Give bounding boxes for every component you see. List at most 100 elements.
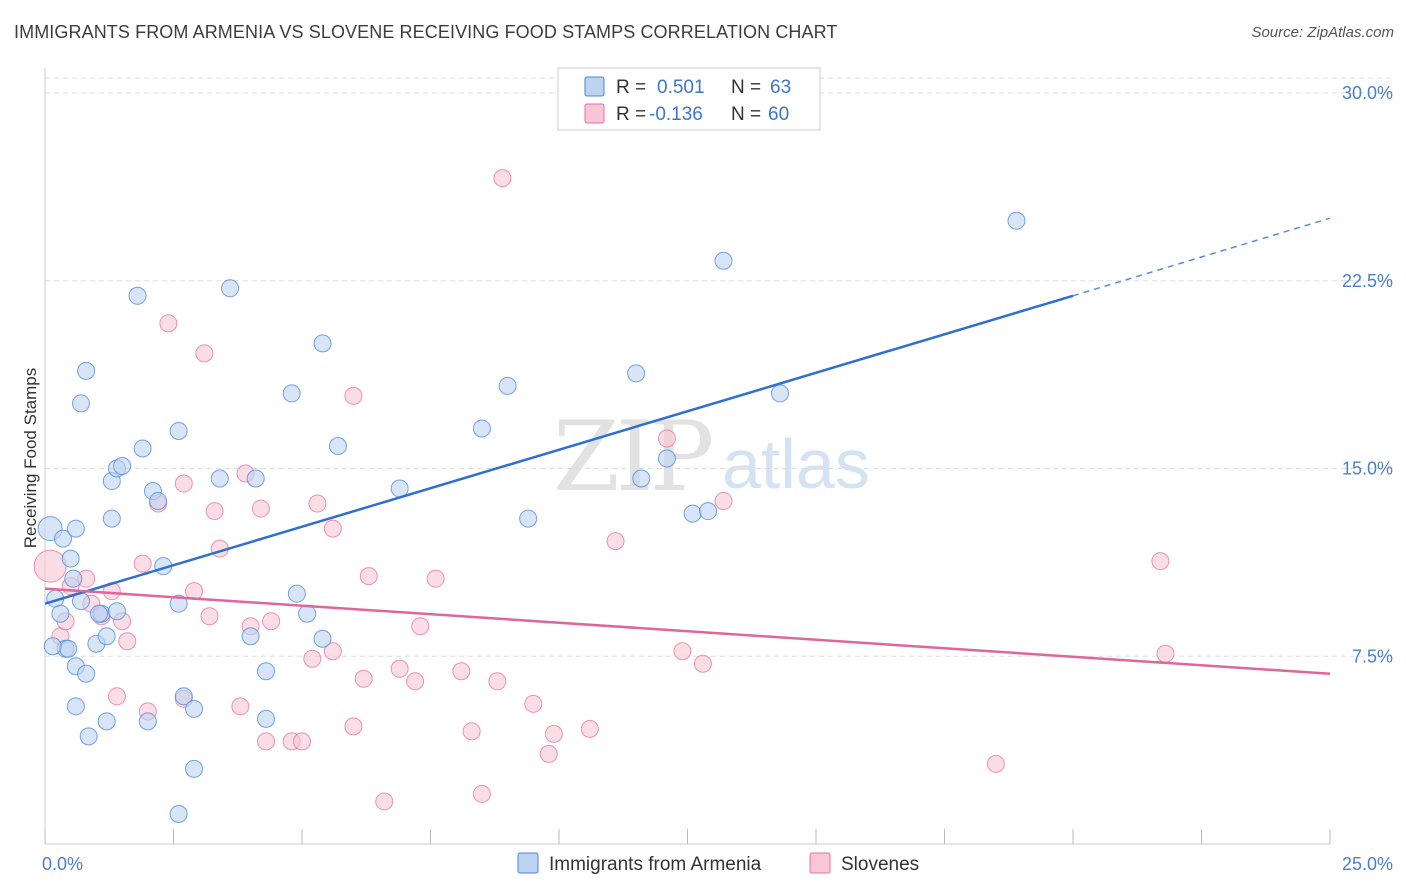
source-note: Source: ZipAtlas.com bbox=[1251, 24, 1394, 41]
slovenes-trendline bbox=[44, 587, 1331, 676]
stats-legend: R = 0.501 N = 63 R = -0.136 N = 60 bbox=[557, 67, 821, 131]
slovenes-point bbox=[1156, 644, 1175, 663]
slovenes-point bbox=[606, 532, 625, 551]
y-tick-label: 22.5% bbox=[1342, 271, 1393, 291]
armenia-point bbox=[627, 364, 646, 383]
armenia-point bbox=[257, 662, 276, 681]
armenia-point bbox=[77, 664, 96, 683]
slovenes-point bbox=[344, 717, 363, 736]
armenia-point bbox=[102, 509, 121, 528]
armenia-point bbox=[128, 286, 147, 305]
series-legend-swatch-armenia[interactable] bbox=[517, 852, 539, 874]
trend-layer bbox=[44, 217, 1331, 676]
legend-r-value-armenia: 0.501 bbox=[657, 77, 705, 98]
slovenes-point bbox=[406, 672, 425, 691]
slovenes-point bbox=[1151, 552, 1170, 571]
slovenes-point bbox=[195, 344, 214, 363]
armenia-point bbox=[77, 361, 96, 380]
slovenes-point bbox=[33, 549, 67, 583]
armenia-point bbox=[313, 334, 332, 353]
armenia-point bbox=[97, 627, 116, 646]
x-tick-label-min: 0.0% bbox=[42, 854, 83, 874]
armenia-point bbox=[241, 627, 260, 646]
slovenes-point bbox=[714, 492, 733, 511]
slovenes-point bbox=[323, 519, 342, 538]
armenia-point bbox=[66, 519, 85, 538]
slovenes-point bbox=[544, 724, 563, 743]
slovenes-point bbox=[231, 697, 250, 716]
armenia-point bbox=[472, 419, 491, 438]
slovenes-point bbox=[308, 494, 327, 513]
armenia-point bbox=[185, 759, 204, 778]
grid-layer bbox=[45, 77, 1393, 657]
armenia-point bbox=[71, 394, 90, 413]
slovenes-point bbox=[411, 617, 430, 636]
armenia-point bbox=[313, 629, 332, 648]
watermark: ZIP atlas bbox=[553, 401, 870, 513]
armenia-point bbox=[699, 502, 718, 521]
slovenes-point bbox=[375, 792, 394, 811]
slovenes-point bbox=[390, 659, 409, 678]
legend-n-label-armenia: N = bbox=[731, 77, 761, 98]
slovenes-point bbox=[303, 649, 322, 668]
armenia-point bbox=[107, 602, 126, 621]
series-legend: Immigrants from Armenia Slovenes bbox=[517, 852, 919, 875]
slovenes-point bbox=[262, 612, 281, 631]
watermark-atlas: atlas bbox=[722, 425, 870, 503]
legend-n-label-slovenes: N = bbox=[731, 104, 761, 125]
armenia-point bbox=[51, 604, 70, 623]
armenia-point bbox=[149, 492, 168, 511]
watermark-zip: ZIP bbox=[553, 401, 712, 513]
armenia-point bbox=[89, 604, 108, 623]
armenia-trendline bbox=[44, 294, 1074, 605]
armenia-point bbox=[133, 439, 152, 458]
slovenes-point bbox=[257, 732, 276, 751]
slovenes-point bbox=[133, 554, 152, 573]
slovenes-point bbox=[673, 642, 692, 661]
slovenes-point bbox=[354, 669, 373, 688]
slovenes-point bbox=[107, 687, 126, 706]
armenia-point bbox=[328, 436, 347, 455]
legend-r-label-slovenes: R = bbox=[616, 104, 646, 125]
series-legend-swatch-slovenes[interactable] bbox=[809, 852, 831, 874]
slovenes-point bbox=[488, 672, 507, 691]
armenia-point bbox=[1007, 211, 1026, 230]
slovenes-point bbox=[693, 654, 712, 673]
armenia-point bbox=[66, 697, 85, 716]
slovenes-point bbox=[539, 744, 558, 763]
slovenes-point bbox=[200, 607, 219, 626]
slovenes-point bbox=[657, 429, 676, 448]
slovenes-point bbox=[344, 386, 363, 405]
slovenes-point bbox=[493, 169, 512, 188]
armenia-point bbox=[519, 509, 538, 528]
armenia-point bbox=[64, 569, 83, 588]
legend-n-value-slovenes: 60 bbox=[768, 104, 789, 125]
armenia-point bbox=[169, 594, 188, 613]
slovenes-point bbox=[174, 474, 193, 493]
y-tick-label: 15.0% bbox=[1342, 459, 1393, 479]
armenia-points bbox=[37, 211, 1026, 823]
armenia-point bbox=[169, 421, 188, 440]
y-tick-label: 30.0% bbox=[1342, 83, 1393, 103]
slovenes-point bbox=[293, 732, 311, 751]
armenia-point bbox=[221, 279, 240, 298]
armenia-point bbox=[683, 504, 702, 523]
axis-layer bbox=[44, 68, 1331, 845]
series-legend-label-slovenes[interactable]: Slovenes bbox=[841, 854, 919, 875]
armenia-point bbox=[61, 549, 80, 568]
armenia-point bbox=[287, 584, 306, 603]
legend-r-value-slovenes: -0.136 bbox=[649, 104, 703, 125]
legend-n-value-armenia: 63 bbox=[770, 77, 791, 98]
armenia-point bbox=[97, 712, 116, 731]
slovenes-point bbox=[452, 662, 471, 681]
series-legend-label-armenia[interactable]: Immigrants from Armenia bbox=[549, 854, 762, 875]
armenia-point bbox=[53, 529, 72, 548]
armenia-point bbox=[282, 384, 301, 403]
slovenes-point bbox=[462, 722, 481, 741]
armenia-point bbox=[43, 637, 62, 656]
slovenes-point bbox=[323, 642, 342, 661]
slovenes-point bbox=[159, 314, 178, 333]
armenia-point bbox=[185, 699, 204, 718]
armenia-point bbox=[771, 384, 790, 403]
